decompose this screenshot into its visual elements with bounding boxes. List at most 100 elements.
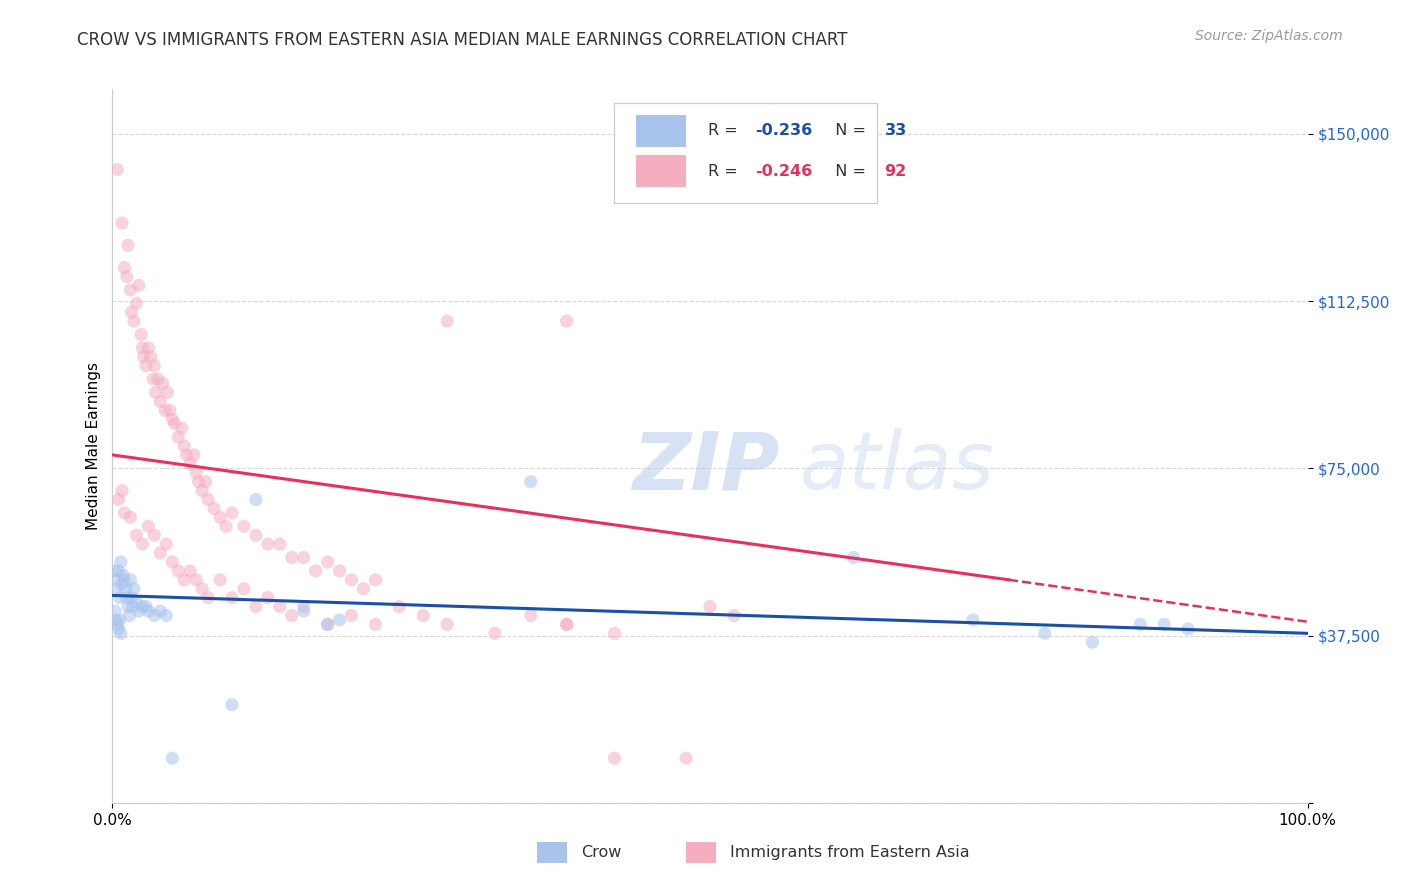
Point bbox=[131, 537, 153, 551]
Point bbox=[170, 421, 193, 435]
Point bbox=[115, 269, 138, 284]
Point bbox=[197, 492, 219, 507]
Point bbox=[281, 608, 304, 623]
Text: 33: 33 bbox=[884, 123, 907, 138]
Point bbox=[131, 341, 153, 355]
Point bbox=[209, 510, 232, 524]
Point bbox=[364, 573, 387, 587]
Point bbox=[111, 483, 134, 498]
Y-axis label: Median Male Earnings: Median Male Earnings bbox=[86, 362, 101, 530]
Point bbox=[1177, 622, 1199, 636]
Point bbox=[162, 555, 183, 569]
Point bbox=[364, 617, 387, 632]
Point bbox=[122, 314, 145, 328]
Point bbox=[436, 617, 458, 632]
Point bbox=[221, 506, 243, 520]
Point bbox=[191, 582, 214, 596]
Text: Source: ZipAtlas.com: Source: ZipAtlas.com bbox=[1195, 29, 1343, 43]
Point bbox=[155, 537, 177, 551]
Point bbox=[112, 568, 135, 582]
Point bbox=[183, 448, 205, 462]
Point bbox=[105, 162, 128, 177]
Point bbox=[167, 430, 190, 444]
Point bbox=[159, 403, 181, 417]
Point bbox=[412, 608, 434, 623]
Point bbox=[292, 599, 315, 614]
Point bbox=[132, 350, 155, 364]
Point bbox=[143, 528, 166, 542]
Point bbox=[187, 475, 209, 489]
Point bbox=[233, 582, 256, 596]
Point bbox=[135, 599, 157, 614]
Point bbox=[186, 466, 208, 480]
Text: ZIP: ZIP bbox=[633, 428, 780, 507]
Point bbox=[118, 608, 141, 623]
Text: Immigrants from Eastern Asia: Immigrants from Eastern Asia bbox=[730, 846, 970, 860]
Point bbox=[520, 608, 543, 623]
Point bbox=[104, 604, 127, 618]
Point bbox=[269, 537, 291, 551]
Point bbox=[129, 327, 152, 342]
Point bbox=[125, 528, 148, 542]
Point bbox=[173, 439, 195, 453]
Point bbox=[110, 555, 132, 569]
Point bbox=[257, 591, 280, 605]
Point bbox=[209, 573, 232, 587]
Point bbox=[121, 599, 143, 614]
Point bbox=[179, 564, 201, 578]
Point bbox=[146, 372, 169, 386]
Point bbox=[197, 591, 219, 605]
Point bbox=[842, 550, 865, 565]
Point bbox=[117, 238, 139, 252]
Point bbox=[173, 573, 195, 587]
Point bbox=[316, 617, 339, 632]
Point bbox=[316, 555, 339, 569]
Point bbox=[245, 492, 267, 507]
Point bbox=[145, 385, 167, 400]
Point bbox=[186, 573, 208, 587]
Text: N =: N = bbox=[825, 164, 870, 178]
Point bbox=[125, 595, 148, 609]
Point bbox=[269, 599, 291, 614]
Point bbox=[555, 617, 578, 632]
Text: -0.236: -0.236 bbox=[755, 123, 813, 138]
Point bbox=[115, 591, 138, 605]
Point bbox=[245, 528, 267, 542]
Point bbox=[1153, 617, 1175, 632]
Point bbox=[135, 359, 157, 373]
Point bbox=[1081, 635, 1104, 649]
Point bbox=[121, 591, 143, 605]
Point bbox=[555, 314, 578, 328]
Point bbox=[143, 359, 166, 373]
Point bbox=[114, 260, 135, 275]
Text: 92: 92 bbox=[884, 164, 907, 178]
Point bbox=[281, 550, 304, 565]
Point bbox=[1129, 617, 1152, 632]
Point bbox=[162, 751, 183, 765]
Point bbox=[245, 599, 267, 614]
Point bbox=[155, 608, 177, 623]
Point bbox=[139, 350, 162, 364]
Bar bbox=[686, 842, 716, 863]
Point bbox=[194, 475, 217, 489]
Point bbox=[111, 216, 134, 230]
Bar bbox=[636, 114, 686, 146]
Point bbox=[699, 599, 721, 614]
Point bbox=[152, 376, 174, 391]
Point bbox=[202, 501, 225, 516]
Point bbox=[340, 573, 363, 587]
Point bbox=[125, 296, 148, 310]
Point bbox=[292, 550, 315, 565]
Point bbox=[316, 617, 339, 632]
Point bbox=[149, 546, 172, 560]
Point bbox=[149, 394, 172, 409]
Bar bbox=[636, 155, 686, 187]
Point bbox=[142, 372, 165, 386]
Point bbox=[105, 617, 128, 632]
Point bbox=[163, 417, 186, 431]
Point bbox=[128, 278, 150, 293]
Point bbox=[107, 564, 129, 578]
Point bbox=[179, 457, 201, 471]
Point bbox=[108, 591, 131, 605]
Text: N =: N = bbox=[825, 123, 870, 138]
